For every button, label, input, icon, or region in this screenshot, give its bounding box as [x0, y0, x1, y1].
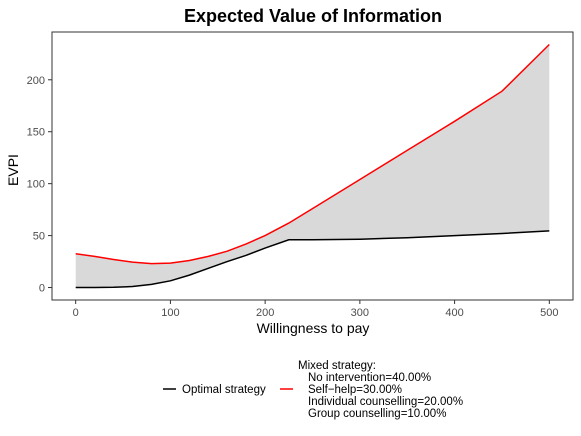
legend-sublabel-self-help: Self−help=30.00%	[308, 384, 402, 396]
legend-sublabel-no-intervention: No intervention=40.00%	[308, 372, 431, 384]
y-tick-label: 150	[27, 127, 45, 139]
chart-title: Expected Value of Information	[184, 6, 442, 26]
legend-label-optimal: Optimal strategy	[182, 384, 266, 396]
x-axis-title: Willingness to pay	[257, 320, 370, 336]
plot-area	[51, 31, 574, 301]
x-tick-label: 100	[161, 307, 179, 319]
x-tick-label: 200	[256, 307, 274, 319]
x-axis: 0 100 200 300 400 500	[73, 300, 558, 319]
legend-sublabel-group: Group counselling=10.00%	[308, 408, 446, 420]
y-tick-label: 50	[33, 231, 45, 243]
y-tick-label: 0	[39, 283, 45, 295]
x-tick-label: 400	[445, 307, 463, 319]
mixed-strategy-line	[75, 43, 550, 265]
optimal-strategy-line	[75, 230, 550, 289]
y-axis-title: EVPI	[5, 154, 21, 186]
legend-sublabel-individual: Individual counselling=20.00%	[308, 396, 463, 408]
plot-panel-border	[51, 31, 574, 301]
y-tick-label: 100	[27, 179, 45, 191]
y-axis: 0 50 100 150 200	[27, 75, 52, 295]
x-tick-label: 0	[73, 307, 79, 319]
evpi-shaded-area	[75, 44, 550, 288]
x-tick-label: 300	[351, 307, 369, 319]
legend-label-mixed: Mixed strategy:	[298, 360, 376, 372]
x-tick-label: 500	[540, 307, 558, 319]
legend: Optimal strategy Mixed strategy: No inte…	[163, 360, 463, 420]
y-tick-label: 200	[27, 75, 45, 87]
